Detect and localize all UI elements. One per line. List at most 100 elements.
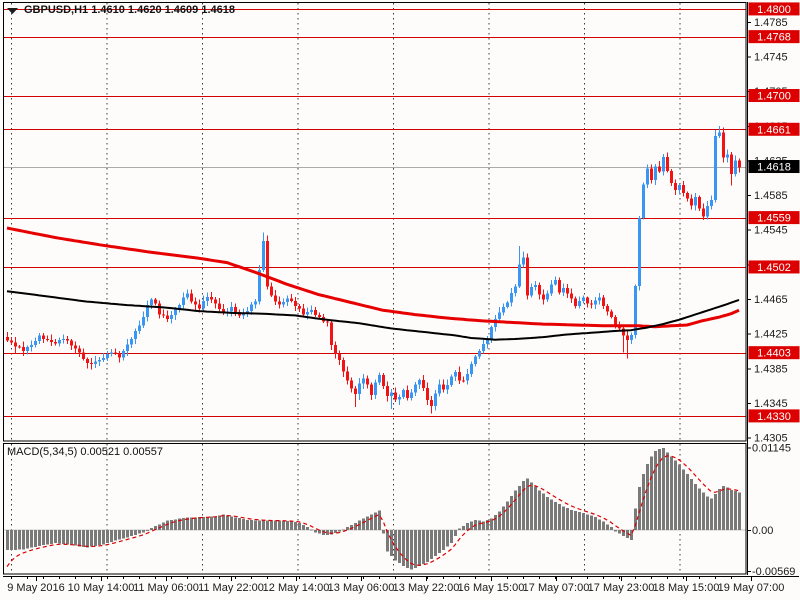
time-axis[interactable]	[0, 576, 800, 600]
macd-histogram-bar	[718, 489, 721, 531]
macd-histogram-bar	[466, 522, 469, 531]
candle	[142, 316, 145, 326]
candle	[638, 217, 641, 287]
candle	[530, 286, 533, 296]
candle	[486, 338, 489, 345]
candle	[462, 380, 465, 382]
candle	[414, 384, 417, 393]
candle	[474, 356, 477, 364]
macd-histogram-bar	[546, 496, 549, 531]
candle	[14, 342, 17, 347]
candle	[614, 317, 617, 325]
candle	[674, 182, 677, 191]
macd-histogram-bar	[618, 530, 621, 534]
macd-histogram-bar	[282, 520, 285, 531]
slow-ma-line	[6, 226, 740, 329]
macd-histogram-bar	[702, 492, 705, 531]
candle	[730, 154, 733, 174]
macd-histogram-bar	[422, 530, 425, 564]
candle	[346, 371, 349, 381]
candle	[506, 302, 509, 307]
candle	[602, 297, 605, 306]
macd-panel[interactable]	[3, 443, 746, 574]
macd-histogram-bar	[690, 478, 693, 531]
macd-histogram-bar	[582, 513, 585, 531]
macd-histogram-bar	[622, 530, 625, 536]
macd-histogram-bar	[714, 494, 717, 531]
candle	[146, 304, 149, 317]
candle	[354, 388, 357, 395]
main-chart-panel[interactable]	[3, 2, 746, 441]
macd-histogram-bar	[98, 530, 101, 546]
candle	[438, 384, 441, 394]
macd-histogram-bar	[246, 520, 249, 531]
candle	[562, 287, 565, 293]
macd-histogram-bar	[90, 530, 93, 547]
macd-histogram-bar	[634, 508, 637, 531]
candle	[274, 295, 277, 302]
macd-histogram-bar	[314, 530, 317, 533]
macd-histogram-bar	[522, 481, 525, 531]
bid-price-badge-label: 1.4618	[757, 162, 791, 174]
price-tick-label: 1.4785	[754, 17, 788, 29]
candle	[42, 335, 45, 340]
candle	[374, 382, 377, 395]
candle	[278, 301, 281, 305]
macd-histogram-bar	[554, 502, 557, 531]
macd-histogram-bar	[78, 530, 81, 547]
chart-title: GBPUSD,H1 1.4610 1.4620 1.4609 1.4618	[24, 4, 235, 16]
candle	[326, 321, 329, 323]
candle	[626, 335, 629, 340]
macd-histogram-bar	[218, 515, 221, 531]
macd-histogram-bar	[230, 516, 233, 531]
macd-histogram-bar	[310, 529, 313, 531]
macd-histogram-bar	[74, 530, 77, 546]
macd-histogram-bar	[602, 521, 605, 531]
macd-tick-label: 0.01145	[752, 443, 791, 455]
price-tick-label: 1.4345	[754, 398, 788, 410]
candle	[698, 196, 701, 209]
candle	[258, 270, 261, 302]
bid-price-badge	[748, 160, 800, 174]
candle	[190, 293, 193, 302]
macd-histogram-bar	[38, 530, 41, 546]
candles-layer[interactable]	[6, 125, 741, 414]
macd-histogram-bar	[706, 496, 709, 531]
fast-ma-line	[6, 290, 740, 341]
candle	[402, 390, 405, 398]
candle	[582, 297, 585, 301]
macd-histogram-bar	[418, 530, 421, 567]
candle	[378, 375, 381, 383]
candle	[382, 375, 385, 387]
macd-histogram-bar	[374, 512, 377, 531]
macd-histogram-bar	[122, 530, 125, 539]
level-badge	[748, 89, 800, 103]
candle	[222, 308, 225, 314]
time-tick-label: 13 May 22:00	[393, 582, 460, 594]
candle	[174, 309, 177, 315]
macd-histogram-bar	[58, 530, 61, 544]
candle	[646, 168, 649, 185]
candle	[526, 257, 529, 296]
candle	[662, 156, 665, 172]
macd-histogram-bar	[694, 484, 697, 531]
candle	[250, 304, 253, 312]
candle	[334, 344, 337, 354]
candle	[198, 304, 201, 309]
candle	[370, 384, 373, 395]
candle	[202, 301, 205, 309]
macd-histogram-bar	[10, 530, 13, 551]
price-tick-label: 1.4425	[754, 329, 788, 341]
macd-histogram-bar	[478, 520, 481, 531]
candle	[178, 305, 181, 310]
candle	[138, 325, 141, 332]
macd-histogram-bar	[578, 512, 581, 531]
symbol-dropdown-icon[interactable]	[7, 8, 18, 14]
candle	[498, 312, 501, 319]
candle	[510, 293, 513, 303]
candle	[270, 286, 273, 296]
candle	[610, 311, 613, 318]
macd-histogram-bar	[498, 511, 501, 531]
level-lines-layer[interactable]	[4, 9, 746, 417]
macd-histogram-bar	[394, 530, 397, 561]
